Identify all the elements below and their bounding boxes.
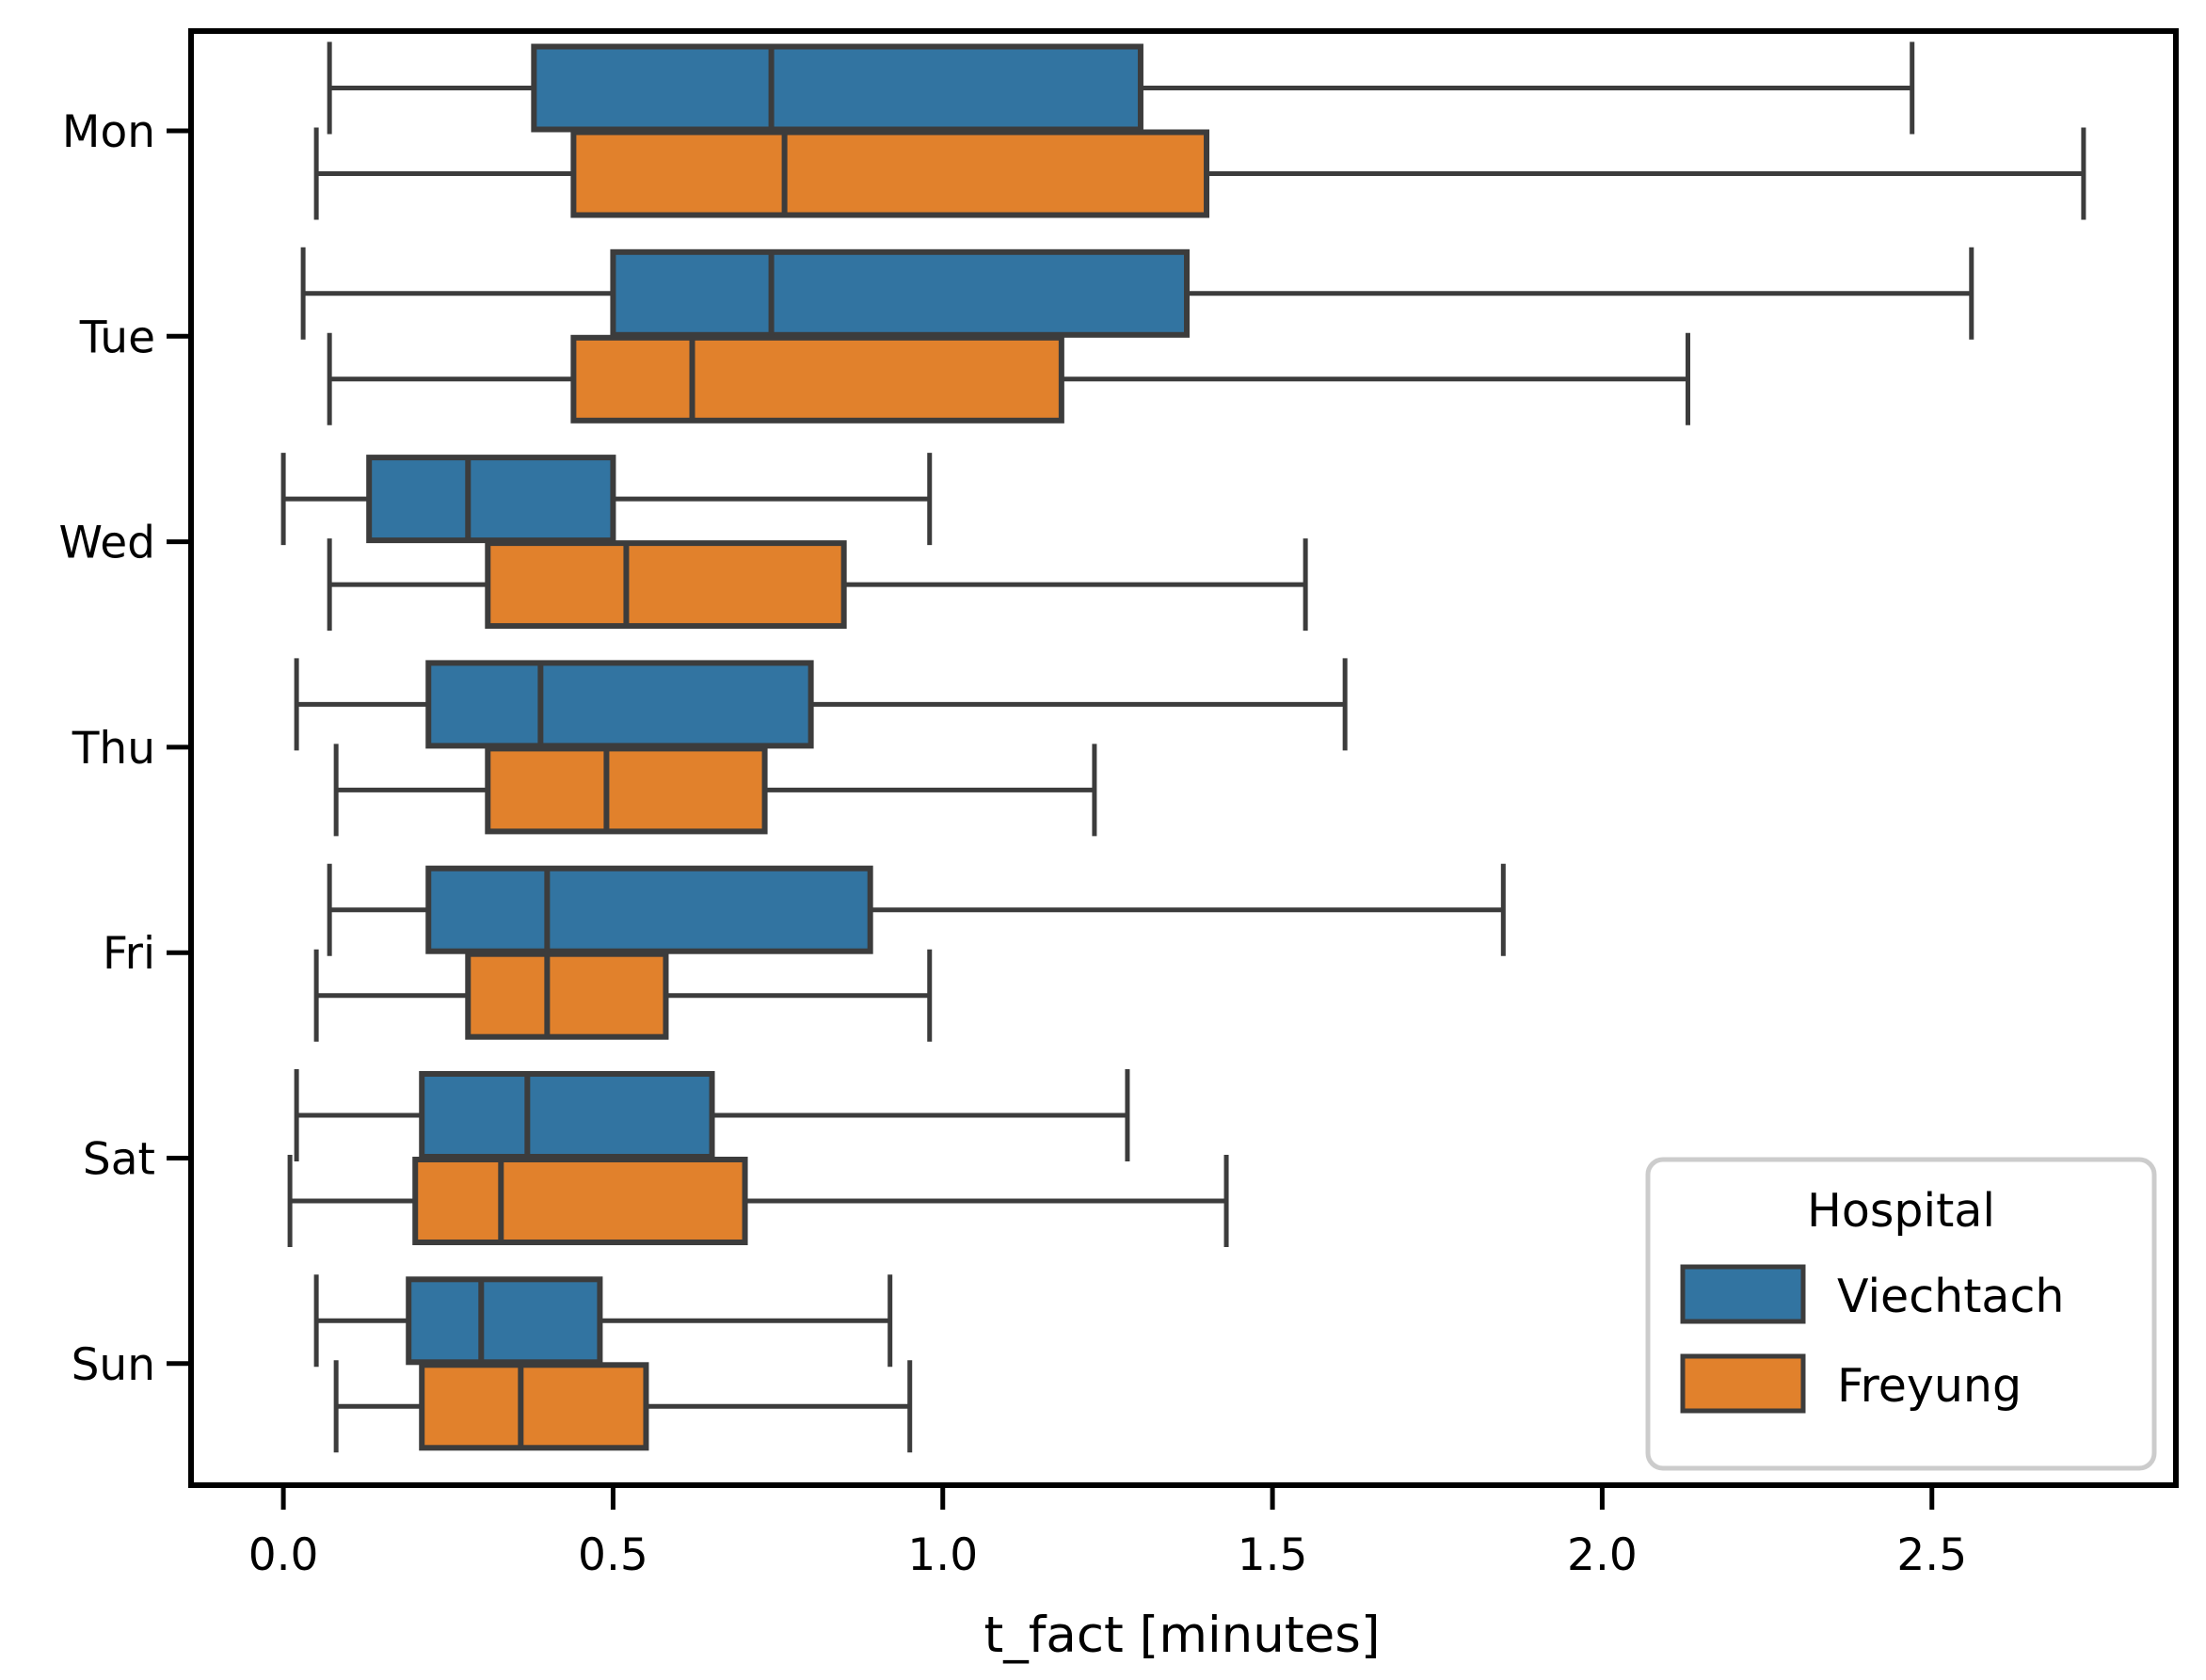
x-tick-label: 2.0 [1567,1529,1638,1581]
box-wed-freyung [485,540,847,630]
box-mon-freyung [570,129,1210,218]
legend-label-viechtach: Viechtach [1837,1270,2064,1323]
legend-label-freyung: Freyung [1837,1359,2022,1413]
y-tick-label-wed: Wed [59,518,155,569]
axes-frame [188,28,2179,1488]
box-sun-freyung [419,1362,649,1451]
box-mon-viechtach [531,43,1143,133]
x-tick-label: 0.5 [578,1529,648,1581]
legend-swatch-viechtach [1680,1264,1806,1324]
legend: Hospital Viechtach Freyung [1645,1157,2157,1471]
box-fri-freyung [465,951,669,1040]
y-tick-label-thu: Thu [72,723,155,775]
y-tick-label-tue: Tue [79,312,155,363]
y-tick-label-sun: Sun [72,1339,155,1391]
box-thu-viechtach [425,660,814,749]
box-sat-freyung [412,1157,748,1245]
box-wed-viechtach [366,455,616,544]
x-tick-label: 1.5 [1238,1529,1308,1581]
box-sat-viechtach [419,1071,715,1160]
y-tick-label-fri: Fri [103,928,155,980]
legend-swatch-freyung [1680,1353,1806,1414]
box-fri-viechtach [425,865,873,954]
chart-layer: 0.0 0.5 1.0 1.5 2.0 2.5 Mon Tue Wed Thu Fri Sat Sun [59,28,2179,1581]
box-tue-freyung [570,334,1064,424]
legend-title: Hospital [1807,1184,1995,1238]
y-tick-label-sat: Sat [83,1134,155,1186]
y-tick-label-mon: Mon [62,106,155,158]
x-tick-label: 1.0 [907,1529,978,1581]
x-axis-title: t_fact [minutes] [983,1607,1380,1664]
box-tue-viechtach [610,248,1191,338]
x-tick-label: 0.0 [248,1529,319,1581]
box-sun-viechtach [406,1276,603,1366]
x-tick-label: 2.5 [1896,1529,1967,1581]
box-thu-freyung [485,745,768,835]
